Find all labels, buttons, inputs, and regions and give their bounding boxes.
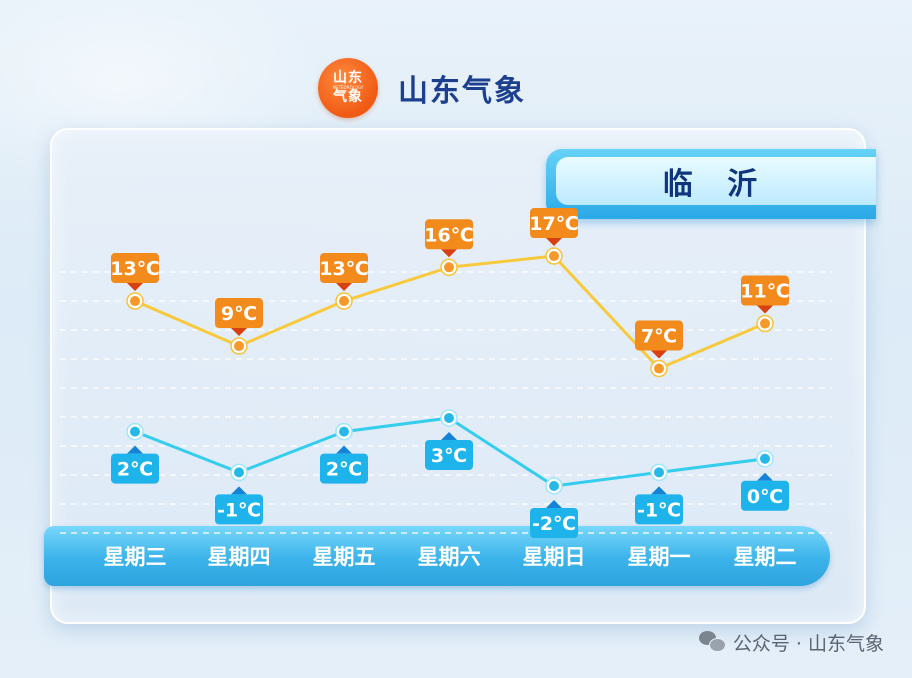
logo-line1: 山东 — [333, 70, 363, 87]
low-temp-label: -2℃ — [532, 513, 576, 535]
low-temp-point-core — [130, 426, 140, 437]
high-temp-label: 13℃ — [110, 258, 159, 280]
low-temp-badge — [215, 494, 263, 525]
low-temp-badge-pointer — [336, 445, 352, 454]
low-temp-label: -1℃ — [637, 499, 681, 521]
high-temp-badge-pointer — [441, 249, 457, 258]
low-temp-badge-pointer — [651, 486, 667, 495]
low-temp-label: -1℃ — [217, 499, 261, 521]
high-temp-badge — [111, 253, 159, 284]
high-temp-badge — [741, 275, 789, 306]
high-temp-label: 9℃ — [221, 303, 257, 325]
watermark-text: 公众号 · 山东气象 — [732, 632, 884, 655]
low-temp-badge — [320, 453, 368, 484]
high-temp-point-core — [444, 262, 454, 273]
logo-line2: 气象 — [333, 89, 363, 106]
high-temp-label: 17℃ — [529, 213, 578, 235]
high-temp-badge-pointer — [546, 238, 562, 247]
high-temp-badge-pointer — [127, 283, 143, 292]
high-temp-badge-pointer — [651, 350, 667, 359]
high-temp-point-core — [234, 341, 244, 352]
watermark: 公众号 · 山东气象 — [698, 628, 884, 656]
low-temp-badge — [425, 440, 473, 470]
weekday-label: 星期五 — [313, 545, 376, 569]
brand-logo: 山东 METEOROLOGY 气象 — [318, 58, 378, 118]
high-temp-badge — [425, 219, 473, 250]
weekday-label: 星期一 — [628, 545, 691, 569]
header: 山东 METEOROLOGY 气象 山东气象 — [318, 58, 526, 118]
low-temp-point-core — [444, 413, 454, 423]
low-temp-label: 2℃ — [326, 459, 362, 481]
city-tab: 临 沂 — [546, 149, 876, 219]
low-temp-badge-pointer — [231, 486, 247, 495]
low-temp-label: 2℃ — [117, 459, 153, 481]
high-temp-label: 11℃ — [740, 281, 789, 303]
city-tab-inner: 临 沂 — [556, 157, 876, 205]
low-temp-label: 3℃ — [431, 445, 467, 467]
high-temp-badge-pointer — [757, 305, 773, 314]
low-temp-badge — [635, 494, 683, 525]
low-temp-badge — [111, 453, 159, 484]
low-temp-label: 0℃ — [747, 486, 783, 508]
weekday-label: 星期六 — [418, 545, 481, 569]
high-temp-badge-pointer — [231, 328, 247, 337]
low-temp-point-core — [549, 481, 559, 491]
low-temp-badge — [741, 480, 789, 511]
high-temp-point-core — [130, 296, 140, 307]
high-temp-badge — [530, 208, 578, 239]
low-temp-point-core — [654, 467, 664, 478]
high-temp-badge — [320, 253, 368, 284]
high-temp-label: 13℃ — [319, 258, 368, 280]
city-name: 临 沂 — [662, 167, 770, 202]
low-temp-badge — [530, 508, 578, 538]
low-temp-badge-pointer — [757, 472, 773, 481]
high-temp-badge — [635, 320, 683, 351]
high-temp-badge — [215, 298, 263, 329]
low-temp-badge-pointer — [127, 445, 143, 454]
high-temp-label: 16℃ — [424, 224, 473, 246]
high-temp-point-core — [339, 296, 349, 307]
high-temp-badge-pointer — [336, 283, 352, 292]
low-temp-badge-pointer — [546, 500, 562, 508]
brand-name: 山东气象 — [398, 74, 526, 109]
logo-sub: METEOROLOGY — [332, 84, 364, 90]
low-temp-badge-pointer — [441, 432, 457, 440]
weekday-bar — [44, 526, 830, 586]
weekday-label: 星期日 — [523, 545, 586, 569]
weekday-label: 星期二 — [734, 545, 797, 569]
high-temp-point-core — [549, 251, 559, 262]
high-temp-point-core — [760, 318, 770, 329]
low-temp-point-core — [339, 426, 349, 437]
weekday-label: 星期四 — [208, 545, 271, 569]
wechat-icon — [698, 631, 726, 653]
low-temp-point-core — [760, 453, 770, 464]
high-temp-point-core — [654, 363, 664, 374]
weekday-label: 星期三 — [104, 545, 167, 569]
low-temp-point-core — [234, 467, 244, 478]
high-temp-label: 7℃ — [641, 326, 677, 348]
